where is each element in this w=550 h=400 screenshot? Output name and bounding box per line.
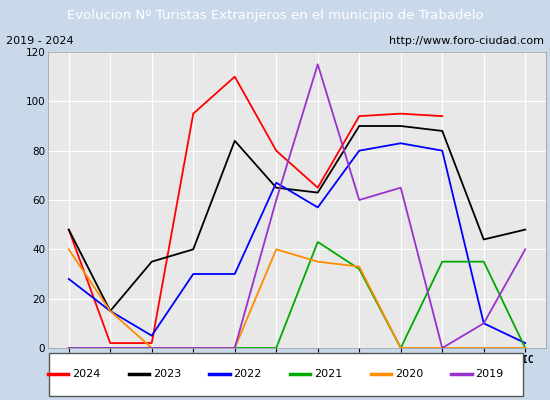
Text: 2023: 2023 (153, 369, 181, 379)
FancyBboxPatch shape (49, 353, 523, 396)
Text: http://www.foro-ciudad.com: http://www.foro-ciudad.com (389, 36, 544, 46)
Text: 2024: 2024 (72, 369, 101, 379)
Text: 2021: 2021 (314, 369, 343, 379)
Text: 2020: 2020 (395, 369, 423, 379)
Text: 2022: 2022 (234, 369, 262, 379)
Text: Evolucion Nº Turistas Extranjeros en el municipio de Trabadelo: Evolucion Nº Turistas Extranjeros en el … (67, 8, 483, 22)
Text: 2019 - 2024: 2019 - 2024 (6, 36, 73, 46)
Text: 2019: 2019 (476, 369, 504, 379)
